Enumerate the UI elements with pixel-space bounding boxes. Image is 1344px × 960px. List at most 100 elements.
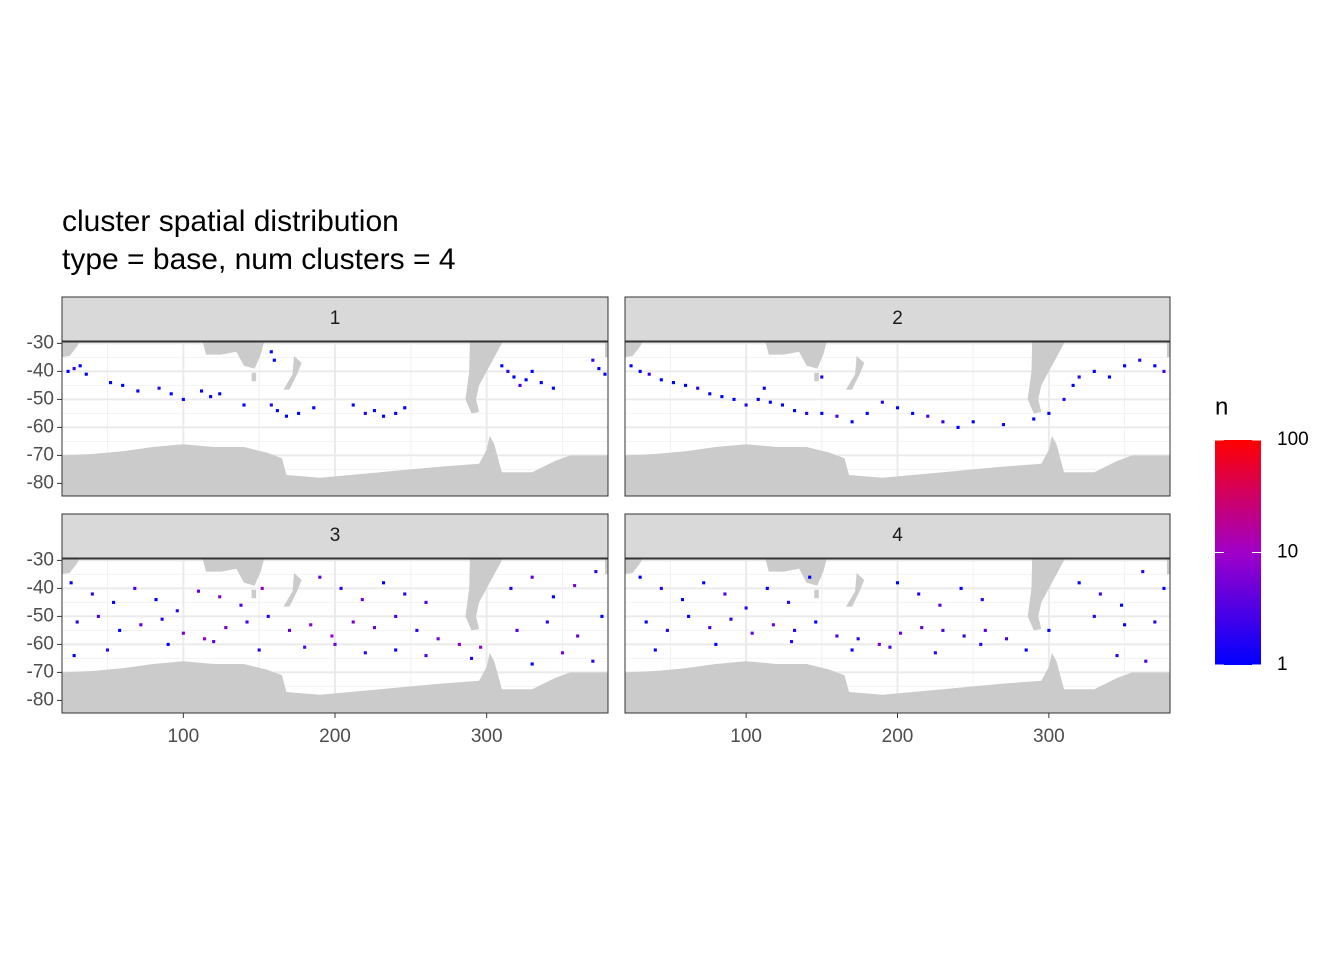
cell [1162,586,1166,590]
cell [112,600,116,604]
cell [139,623,143,627]
cell [545,620,549,624]
land [814,589,819,599]
cell [1024,648,1028,652]
cell [980,598,984,602]
cell [1092,369,1096,373]
cell [506,369,510,373]
cell [403,406,407,410]
cell [786,600,791,604]
cell [594,570,598,574]
cell [708,626,712,630]
land [604,342,608,358]
land [625,435,1170,496]
cell [66,369,70,373]
cell [1062,397,1066,401]
cell [938,603,942,607]
chart-title: cluster spatial distribution [62,205,399,238]
x-tick-label: 100 [730,726,762,747]
cell [659,586,663,590]
facet-strip [624,296,1171,342]
land [765,559,827,586]
facet-label: 1 [330,308,341,329]
cell [1115,654,1119,658]
cell [351,620,355,624]
cell [133,586,137,590]
cell [424,654,428,658]
cell [820,411,824,415]
land [765,342,827,369]
cell [330,634,334,638]
x-tick-label: 200 [882,726,914,747]
cell [732,397,736,401]
cell [979,642,983,646]
cell [269,350,273,354]
panel [625,559,1170,713]
panel [62,342,608,496]
cell [850,420,854,424]
cell [600,614,604,618]
land [625,652,1170,713]
cell [723,592,727,596]
cell [530,369,534,373]
cell [90,592,94,596]
cell [245,620,249,624]
cell [835,634,839,638]
cell [1144,659,1148,663]
y-tick-label: -60 [27,416,54,437]
cell [911,411,915,415]
cell [1071,383,1075,387]
cell [181,397,185,401]
cell [850,648,854,652]
cell [576,634,580,638]
cell [363,651,367,655]
cell [551,386,555,390]
panel [625,342,1170,496]
cell [297,411,301,415]
cell [1004,637,1009,641]
cell [687,614,691,618]
cell [312,406,316,410]
land [846,356,865,390]
land [625,559,643,575]
cell [684,383,688,387]
cell [394,614,398,618]
cell [808,575,812,579]
cell [360,598,364,602]
cell [659,378,663,382]
land [846,573,865,607]
cell [780,403,784,407]
cell [702,581,706,585]
cell [72,654,76,658]
cell [898,631,903,635]
cell [573,584,577,588]
x-tick-label: 300 [1033,726,1065,747]
cell [956,425,960,429]
cell [708,392,712,396]
cell [275,409,279,413]
chart-subtitle: type = base, num clusters = 4 [62,243,456,276]
land [283,573,302,607]
cell [69,581,73,585]
cell [196,589,201,593]
land [283,356,302,390]
cell [744,606,748,610]
cell [647,372,651,376]
cell [272,358,276,362]
cell [218,595,222,599]
cell [372,626,376,630]
cell [603,372,607,376]
land [814,372,819,382]
cell [653,648,657,652]
y-tick-label: -60 [27,633,54,654]
cell [768,400,772,404]
land [1027,342,1065,414]
cell [720,395,724,399]
cell [895,581,900,585]
x-tick-label: 200 [319,726,351,747]
cell [750,631,754,635]
land [62,652,608,713]
cell [160,617,164,621]
cell [118,628,122,632]
